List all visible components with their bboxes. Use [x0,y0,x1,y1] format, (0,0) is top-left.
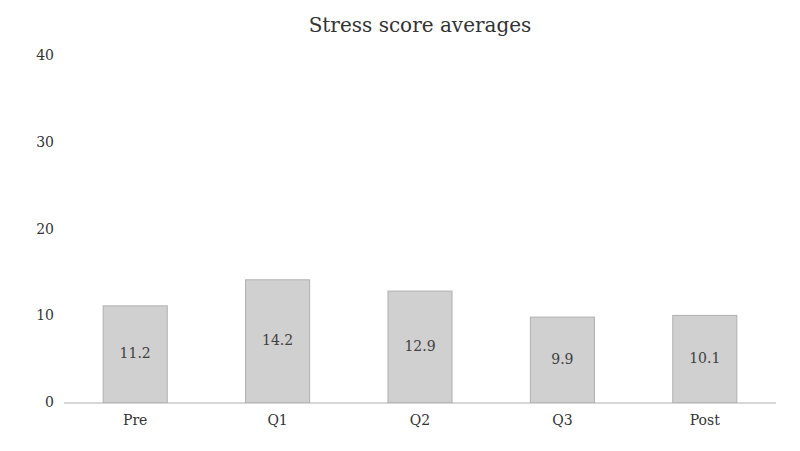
x-tick-label: Q2 [410,412,430,428]
x-tick-label: Q3 [552,412,572,428]
x-axis-line [64,403,776,404]
y-axis: 0 10 20 30 40 [36,47,54,410]
data-labels: 11.2 14.2 12.9 9.9 10.1 [120,332,721,367]
x-tick-label: Post [690,412,720,428]
x-tick-label: Pre [123,412,147,428]
title: Stress score averages [309,13,532,37]
bars [103,280,737,403]
y-tick-label: 40 [36,47,54,63]
data-label: 12.9 [404,338,435,354]
chart-container: Stress score averages010203040PreQ1Q2Q3P… [0,0,800,451]
x-tick-label: Q1 [267,412,287,428]
y-tick-label: 0 [45,394,54,410]
chart-svg: Stress score averages010203040PreQ1Q2Q3P… [0,0,800,451]
y-tick-label: 20 [36,221,54,237]
bar [103,306,167,403]
bar [673,315,737,403]
data-label: 11.2 [120,345,151,361]
y-tick-label: 30 [36,134,54,150]
y-tick-label: 10 [36,307,54,323]
bar [530,317,594,403]
data-label: 14.2 [262,332,293,348]
x-axis: Pre Q1 Q2 Q3 Post [123,412,720,428]
bar [388,291,452,403]
bar [246,280,310,403]
data-label: 10.1 [689,350,720,366]
data-label: 9.9 [551,351,573,367]
